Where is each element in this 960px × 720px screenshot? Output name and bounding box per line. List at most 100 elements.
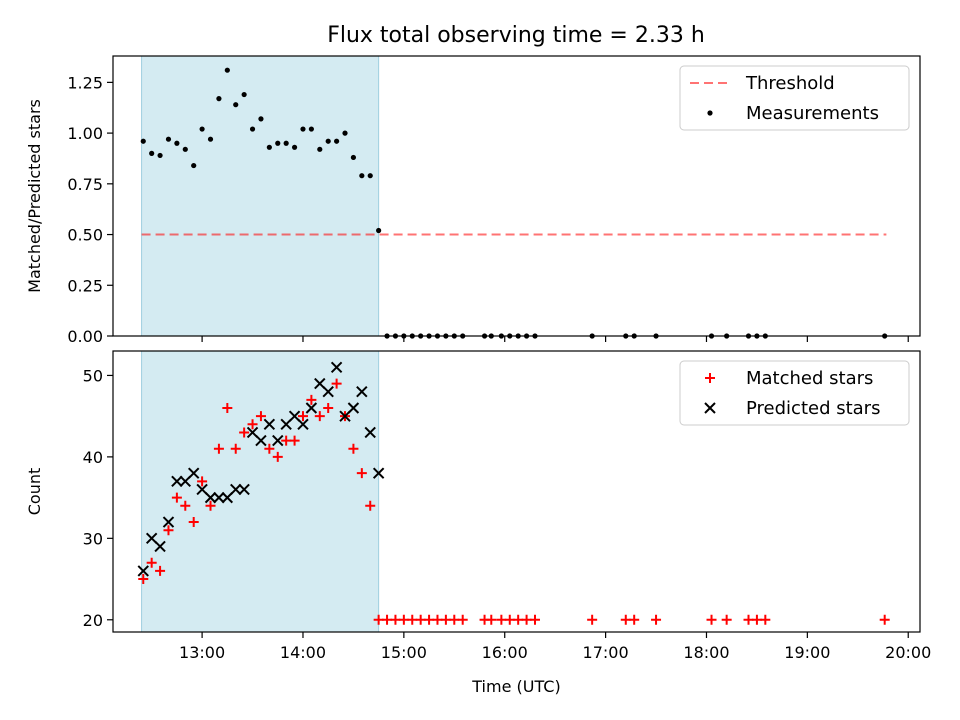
measurement-point xyxy=(325,138,331,144)
matched-star-point xyxy=(721,614,732,625)
matched-star-point xyxy=(255,411,266,422)
matched-star-point xyxy=(457,614,468,625)
x-axis-label: Time (UTC) xyxy=(471,677,560,696)
measurement-point xyxy=(174,140,180,146)
observing-window-shade xyxy=(141,55,380,337)
matched-star-point xyxy=(356,468,367,479)
chart-title: Flux total observing time = 2.33 h xyxy=(327,23,705,48)
matched-star-point xyxy=(390,614,401,625)
matched-star-point xyxy=(281,435,292,446)
matched-star-point xyxy=(264,443,275,454)
matched-star-point xyxy=(213,443,224,454)
measurement-point xyxy=(367,173,373,179)
y-tick-label: 0.50 xyxy=(67,226,103,245)
predicted-star-point xyxy=(297,418,309,431)
matched-star-point xyxy=(620,614,631,625)
measurement-point xyxy=(376,227,382,234)
axes-frame xyxy=(112,55,921,337)
predicted-star-point xyxy=(364,426,376,439)
legend-label: Predicted stars xyxy=(746,398,880,419)
matched-star-point xyxy=(171,492,182,503)
matched-star-point xyxy=(197,476,208,487)
matched-star-point xyxy=(449,614,460,625)
matched-star-point xyxy=(155,565,166,576)
y-tick-label: 0.25 xyxy=(67,276,103,295)
x-tick-label: 13:00 xyxy=(179,643,225,662)
matched-star-point xyxy=(496,614,507,625)
matched-star-point xyxy=(146,557,157,568)
matched-star-point xyxy=(272,451,283,462)
measurement-point xyxy=(157,152,163,159)
measurement-point xyxy=(317,146,323,152)
measurement-point xyxy=(241,91,247,98)
predicted-star-point xyxy=(213,491,225,504)
y-axis-label: Matched/Predicted stars xyxy=(25,99,44,293)
predicted-star-point xyxy=(356,386,368,398)
legend-measurement-swatch xyxy=(707,110,713,116)
matched-star-point xyxy=(424,614,435,625)
matched-star-point xyxy=(398,614,409,625)
predicted-star-point xyxy=(263,418,276,431)
predicted-star-point xyxy=(230,483,242,496)
matched-star-point xyxy=(521,614,532,625)
y-tick-label: 30 xyxy=(83,529,103,548)
predicted-star-point xyxy=(272,434,284,447)
matched-star-point xyxy=(331,378,342,389)
legend-label: Threshold xyxy=(745,73,835,94)
matched-star-point xyxy=(529,614,540,625)
x-tick-label: 18:00 xyxy=(683,643,729,662)
matched-star-point xyxy=(629,614,640,625)
predicted-star-point xyxy=(187,467,200,479)
matched-star-point xyxy=(440,614,451,625)
measurement-point xyxy=(140,138,146,144)
measurement-point xyxy=(350,154,357,161)
predicted-star-point xyxy=(322,386,334,398)
matched-star-point xyxy=(297,411,308,422)
matched-star-point xyxy=(587,614,598,625)
predicted-star-point xyxy=(330,361,343,373)
matched-star-point xyxy=(188,517,199,528)
matched-star-point xyxy=(314,411,325,422)
matched-star-point xyxy=(306,394,317,405)
matched-star-point xyxy=(415,614,426,625)
measurement-point xyxy=(199,126,205,132)
matched-star-point xyxy=(289,435,300,446)
measurement-point xyxy=(342,130,348,136)
predicted-star-point xyxy=(171,475,183,488)
predicted-star-point xyxy=(204,491,217,504)
legend-box xyxy=(679,65,910,131)
measurement-point xyxy=(283,140,289,146)
predicted-star-point xyxy=(347,402,360,414)
matched-star-point xyxy=(239,427,250,438)
x-tick-label: 17:00 xyxy=(583,643,629,662)
measurement-point xyxy=(266,144,272,150)
measurement-point xyxy=(308,126,314,132)
y-tick-label: 50 xyxy=(83,366,103,385)
predicted-star-point xyxy=(238,483,250,496)
measurement-point xyxy=(224,67,230,73)
matched-star-point xyxy=(205,500,216,511)
matched-star-point xyxy=(760,614,771,625)
top-panel: 0.00 0.25 0.50 0.75 1.00 1.25 Matched/Predicte… xyxy=(25,55,921,346)
predicted-star-point xyxy=(154,540,166,553)
matched-star-point xyxy=(504,614,515,625)
matched-star-point xyxy=(407,614,418,625)
x-tick-label: 20:00 xyxy=(885,643,931,662)
axes-frame xyxy=(112,350,921,633)
matched-star-point xyxy=(163,525,174,536)
bottom-panel: 13:00 14:00 15:00 16:00 17:00 18:00 19:00 20:00… xyxy=(25,350,931,696)
matched-star-point xyxy=(743,614,754,625)
measurement-point xyxy=(300,126,306,132)
measurement-point xyxy=(275,140,281,146)
y-tick-label: 1.25 xyxy=(67,73,103,92)
measurement-point xyxy=(359,173,365,179)
y-axis-label: Count xyxy=(25,468,44,516)
measurement-point xyxy=(165,136,172,142)
x-tick-label: 15:00 xyxy=(381,643,427,662)
y-tick-label: 1.00 xyxy=(67,124,103,143)
legend-box xyxy=(679,360,910,426)
legend-label: Measurements xyxy=(746,103,879,124)
y-tick-label: 0.00 xyxy=(67,327,103,346)
predicted-star-point xyxy=(137,565,149,577)
